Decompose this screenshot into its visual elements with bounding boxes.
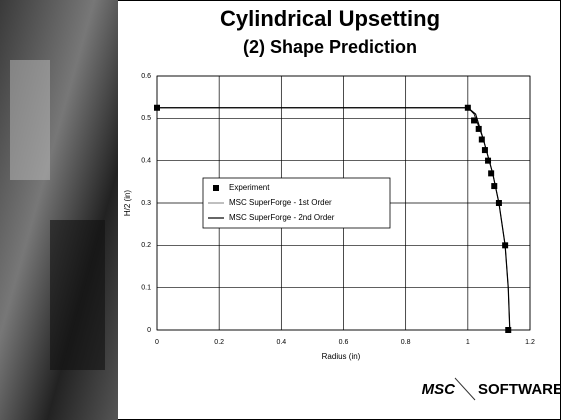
x-tick-label: 0.6 — [339, 339, 349, 346]
x-tick-label: 1.2 — [525, 339, 535, 346]
y-tick-label: 0.4 — [141, 158, 151, 165]
y-axis-label: H/2 (in) — [123, 190, 132, 217]
y-tick-label: 0.5 — [141, 115, 151, 122]
legend-label: Experiment — [229, 183, 270, 192]
x-tick-label: 0.2 — [214, 339, 224, 346]
photo-detail — [50, 220, 105, 370]
x-axis-label: Radius (in) — [322, 352, 361, 361]
logo-swoosh — [455, 378, 475, 400]
chart-subtitle: (2) Shape Prediction — [243, 37, 417, 57]
legend-marker — [213, 185, 219, 191]
y-tick-label: 0.1 — [141, 285, 151, 292]
photo-detail — [10, 60, 50, 180]
logo-right: SOFTWARE — [478, 381, 561, 398]
chart-title: Cylindrical Upsetting — [220, 6, 440, 31]
x-tick-label: 0.8 — [401, 339, 411, 346]
legend-label: MSC SuperForge - 1st Order — [229, 198, 332, 207]
logo-left: MSC — [422, 381, 457, 398]
x-tick-label: 0 — [155, 339, 159, 346]
page: {"chart_data": {"type": "line", "title":… — [0, 0, 561, 420]
x-tick-label: 1 — [466, 339, 470, 346]
y-tick-label: 0.2 — [141, 242, 151, 249]
data-point — [505, 327, 511, 333]
slide: Cylindrical Upsetting (2) Shape Predicti… — [0, 0, 561, 420]
y-tick-label: 0 — [147, 327, 151, 334]
y-tick-label: 0.6 — [141, 73, 151, 80]
x-tick-label: 0.4 — [276, 339, 286, 346]
legend-label: MSC SuperForge - 2nd Order — [229, 213, 335, 222]
y-tick-label: 0.3 — [141, 200, 151, 207]
